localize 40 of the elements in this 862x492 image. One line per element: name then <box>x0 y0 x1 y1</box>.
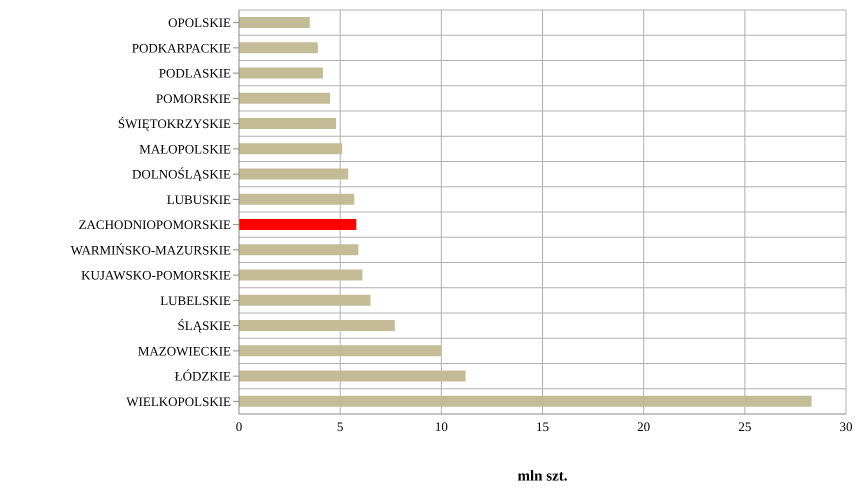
bar <box>239 92 330 104</box>
y-tick-label: POMORSKIE <box>156 90 232 106</box>
x-tick-label: 0 <box>236 419 242 434</box>
bar <box>239 42 318 54</box>
y-tick-label: WARMIŃSKO-MAZURSKIE <box>70 242 232 258</box>
bar <box>239 143 342 154</box>
y-tick-label: PODKARPACKIE <box>132 40 232 56</box>
bar <box>239 320 395 331</box>
bar <box>239 270 362 280</box>
y-tick-label: ŚWIĘTOKRZYSKIE <box>118 116 232 132</box>
x-tick-label: 25 <box>738 419 752 434</box>
bar <box>239 118 336 129</box>
x-tick-label: 5 <box>336 419 344 434</box>
bar <box>239 68 323 78</box>
y-tick-label: OPOLSKIE <box>168 15 232 30</box>
x-axis-title: mln szt. <box>518 468 568 485</box>
bar <box>239 345 442 356</box>
y-tick-label: LUBUSKIE <box>166 192 232 207</box>
y-tick-label: KUJAWSKO-POMORSKIE <box>81 268 232 283</box>
y-tick-label: ŁÓDZKIE <box>174 368 232 384</box>
bar <box>239 168 348 180</box>
y-tick-label: DOLNOŚLĄSKIE <box>132 166 232 182</box>
y-tick-label: LUBELSKIE <box>160 292 232 308</box>
bar <box>239 396 812 407</box>
x-tick-label: 30 <box>840 419 852 434</box>
y-tick-label: PODLASKIE <box>158 66 232 81</box>
bar <box>239 244 358 256</box>
y-tick-label: ZACHODNIOPOMORSKIE <box>78 217 232 232</box>
y-tick-label: ŚLĄSKIE <box>178 318 232 334</box>
y-tick-label: MAZOWIECKIE <box>138 343 232 358</box>
bar <box>239 17 310 28</box>
bar <box>239 219 356 230</box>
bar <box>239 294 371 306</box>
x-tick-label: 10 <box>434 419 448 434</box>
y-tick-label: MAŁOPOLSKIE <box>139 141 232 156</box>
y-tick-label: WIELKOPOLSKIE <box>126 394 232 409</box>
x-tick-label: 15 <box>536 419 549 434</box>
x-tick-label: 20 <box>637 419 650 434</box>
bar <box>239 194 354 205</box>
bar <box>239 370 466 382</box>
